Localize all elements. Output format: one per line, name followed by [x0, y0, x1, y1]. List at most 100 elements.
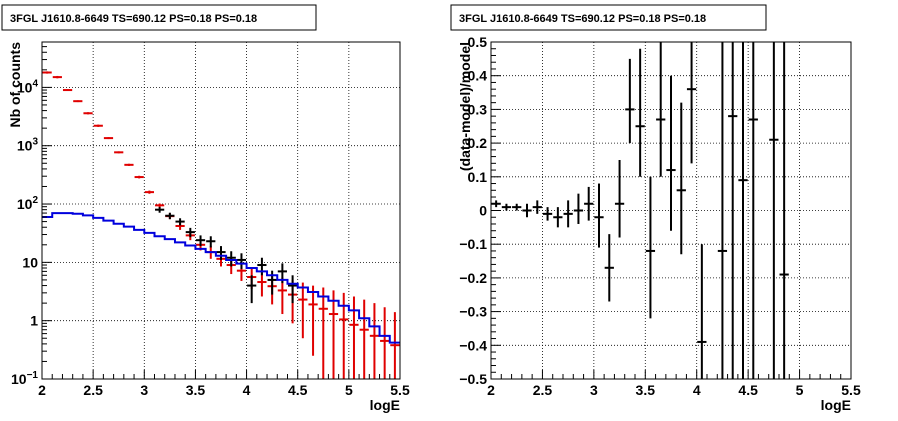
counts-model-point	[52, 75, 62, 79]
residual-residual-point	[738, 42, 748, 379]
counts-data-point	[267, 270, 277, 295]
residual-y-tick-label: −0.3	[459, 304, 487, 320]
residual-residual-point	[563, 200, 573, 228]
counts-plot-frame	[41, 41, 401, 380]
counts-model-point	[308, 285, 318, 356]
counts-model-point	[144, 190, 155, 194]
residual-residual-point	[748, 42, 758, 379]
counts-model-point	[318, 287, 328, 379]
counts-model-point	[114, 151, 124, 154]
residual-x-tick-label: 2	[487, 382, 495, 398]
residual-residual-point	[584, 186, 594, 221]
residual-residual-point	[553, 207, 563, 228]
residual-y-tick-label: 0	[479, 203, 487, 219]
residual-y-tick-label: 0.4	[468, 68, 488, 84]
counts-x-tick-label: 4	[243, 382, 251, 398]
counts-model-point	[277, 277, 287, 315]
counts-data-point	[165, 212, 175, 220]
counts-model-point	[103, 137, 114, 140]
counts-x-tick-label: 5	[345, 382, 353, 398]
counts-data-point	[257, 257, 267, 276]
residual-x-tick-label: 3.5	[636, 382, 656, 398]
residual-residual-point	[522, 203, 532, 218]
residual-residual-point	[697, 244, 707, 379]
residual-residual-point	[501, 203, 512, 211]
counts-x-tick-label: 3	[140, 382, 148, 398]
residual-x-tick-label: 4	[693, 382, 701, 398]
residual-y-tick-label: 0.5	[468, 34, 488, 50]
counts-y-tick-label: 10−1	[11, 370, 38, 387]
counts-data-point	[195, 235, 206, 247]
counts-x-axis-label: logE	[370, 397, 400, 413]
counts-model-point	[380, 307, 390, 379]
residual-residual-point	[769, 42, 779, 379]
counts-title-box	[1, 4, 317, 31]
counts-model-point	[83, 112, 93, 115]
counts-x-tick-label: 2.5	[83, 382, 103, 398]
residual-title: 3FGL J1610.8-6649 TS=690.12 PS=0.18 PS=0…	[459, 13, 706, 25]
counts-model-point	[328, 290, 339, 379]
counts-y-tick-label: 102	[17, 195, 39, 212]
counts-model-point	[42, 71, 52, 74]
residual-y-tick-label: −0.4	[459, 337, 487, 353]
residual-x-tick-label: 4.5	[738, 382, 758, 398]
residual-residual-point	[645, 176, 656, 319]
residual-residual-point	[532, 200, 542, 214]
counts-data-point	[185, 227, 195, 238]
counts-x-tick-label: 3.5	[186, 382, 206, 398]
residual-residual-point	[542, 207, 553, 221]
counts-ticks: 2 2.5 3 3.5 4 4.5 5 5.5 10−1 1 10 102 103 104	[11, 41, 410, 398]
counts-grid	[42, 42, 400, 379]
counts-model-point	[298, 282, 308, 339]
residual-y-tick-label: 0.1	[468, 169, 488, 185]
counts-model-point	[349, 296, 359, 379]
counts-model-point	[73, 100, 83, 103]
residual-x-axis-label: logE	[821, 397, 851, 413]
residual-residual-point	[728, 42, 738, 379]
counts-model-point	[257, 271, 267, 297]
residual-y-tick-label: −0.5	[459, 371, 487, 387]
counts-data-point	[236, 253, 247, 269]
residual-residual-point	[614, 159, 625, 238]
counts-data-point	[226, 251, 236, 267]
counts-x-tick-label: 4.5	[288, 382, 308, 398]
residual-residual-point	[625, 58, 635, 144]
residual-series	[491, 42, 789, 379]
counts-y-axis-label: Nb of counts	[7, 42, 23, 128]
residual-ticks: 2 2.5 3 3.5 4 4.5 5 5.5 −0.5 −0.4 −0.3 −0.2 −0.1 0 0.1…	[459, 34, 861, 398]
counts-data-point	[175, 218, 185, 226]
counts-data-point	[155, 206, 165, 213]
counts-data-point	[247, 275, 257, 304]
residual-residual-point	[573, 193, 584, 224]
counts-model-point	[155, 203, 165, 208]
residual-panel: 3FGL J1610.8-6649 TS=690.12 PS=0.18 PS=0…	[450, 4, 861, 413]
residual-residual-point	[779, 42, 789, 379]
residual-residual-point	[686, 42, 697, 164]
residual-x-tick-label: 5.5	[841, 382, 861, 398]
counts-y-tick-label: 103	[17, 137, 39, 154]
residual-y-tick-label: −0.1	[459, 236, 487, 252]
counts-y-tick-label: 104	[17, 78, 39, 95]
residual-x-tick-label: 5	[796, 382, 804, 398]
counts-x-tick-label: 2	[38, 382, 46, 398]
residual-residual-point	[604, 234, 614, 302]
counts-x-tick-label: 5.5	[390, 382, 410, 398]
counts-series	[42, 71, 400, 379]
residual-x-tick-label: 3	[590, 382, 598, 398]
counts-data-point	[206, 236, 216, 248]
counts-model-point	[390, 312, 400, 379]
counts-model-point	[369, 303, 380, 379]
counts-data-point	[216, 246, 226, 260]
residual-residual-point	[635, 48, 645, 177]
residual-residual-point	[656, 42, 666, 177]
counts-model-point	[134, 175, 144, 179]
counts-model-point	[124, 163, 134, 166]
residual-residual-point	[717, 42, 728, 379]
residual-y-axis-label: (data-model)/model	[457, 42, 473, 171]
residual-residual-point	[512, 203, 522, 211]
counts-model-point	[359, 299, 369, 379]
counts-panel: 3FGL J1610.8-6649 TS=690.12 PS=0.18 PS=0…	[1, 4, 410, 413]
counts-y-tick-label: 10	[22, 254, 38, 270]
residual-y-tick-label: 0.3	[468, 101, 488, 117]
